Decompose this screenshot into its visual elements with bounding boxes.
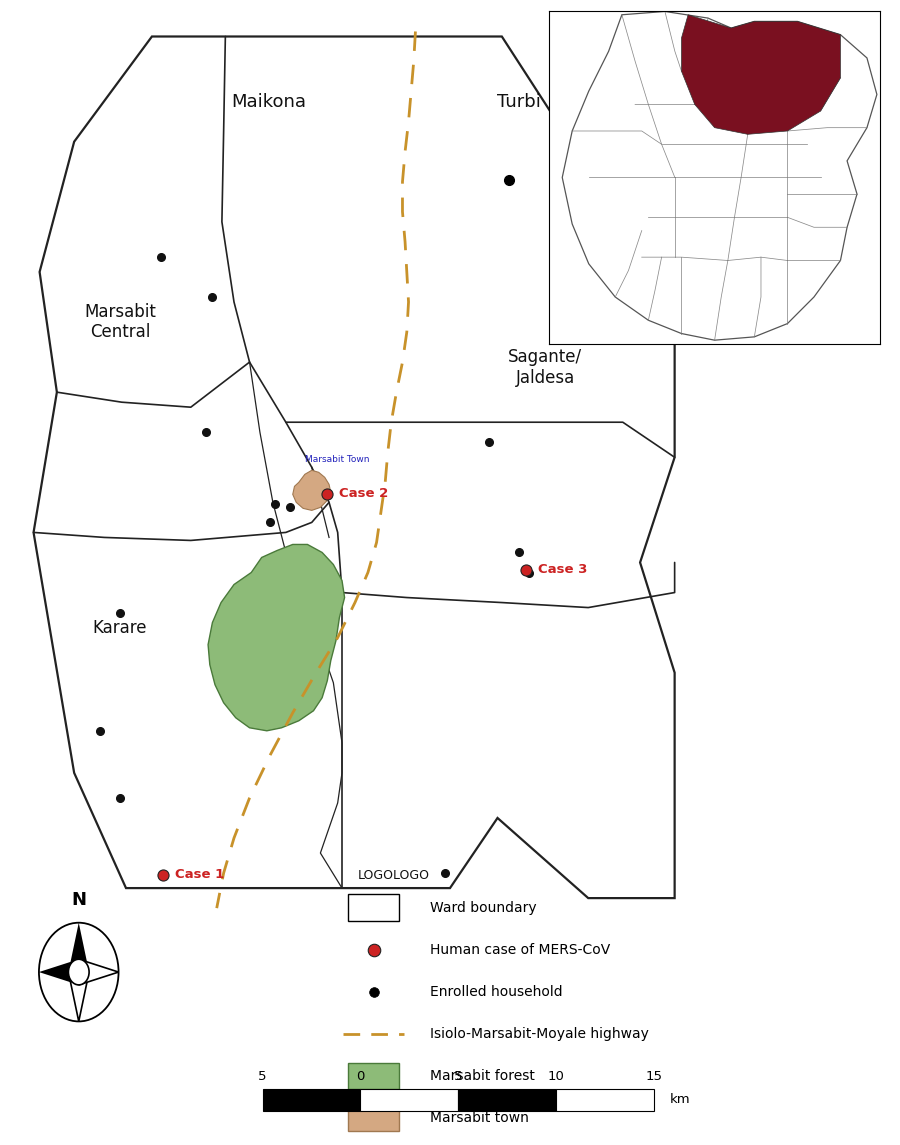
Text: Karare: Karare (93, 618, 148, 637)
Text: km: km (670, 1093, 690, 1106)
Text: 15: 15 (645, 1071, 662, 1083)
Text: Enrolled household: Enrolled household (430, 985, 562, 998)
Text: 5: 5 (258, 1071, 266, 1083)
Circle shape (68, 960, 89, 985)
Text: Isiolo-Marsabit-Moyale highway: Isiolo-Marsabit-Moyale highway (430, 1027, 649, 1041)
Text: Turbi: Turbi (497, 93, 541, 111)
Text: 10: 10 (547, 1071, 564, 1083)
Text: LOGOLOGO: LOGOLOGO (358, 869, 430, 882)
Polygon shape (681, 15, 841, 134)
Text: Maikona: Maikona (231, 93, 306, 111)
Text: Marsabit forest: Marsabit forest (430, 1069, 535, 1083)
Polygon shape (68, 923, 89, 972)
Bar (263, 1089, 360, 1111)
Polygon shape (79, 960, 119, 985)
Bar (360, 1089, 458, 1111)
Polygon shape (208, 545, 345, 731)
Text: Ward boundary: Ward boundary (430, 900, 536, 915)
Polygon shape (39, 960, 79, 985)
Bar (458, 1089, 556, 1111)
Bar (556, 1089, 654, 1111)
Text: Case 3: Case 3 (538, 563, 588, 576)
Polygon shape (292, 471, 331, 511)
Text: Human case of MERS-CoV: Human case of MERS-CoV (430, 942, 610, 957)
Polygon shape (562, 11, 877, 340)
Text: Marsabit town: Marsabit town (430, 1111, 528, 1126)
Text: Sagante/
Jaldesa: Sagante/ Jaldesa (508, 348, 582, 387)
Text: Marsabit
Central: Marsabit Central (84, 302, 156, 341)
Polygon shape (68, 972, 89, 1021)
FancyBboxPatch shape (348, 1063, 399, 1089)
Text: Case 1: Case 1 (176, 868, 224, 881)
Text: 0: 0 (356, 1071, 365, 1083)
FancyBboxPatch shape (348, 1105, 399, 1131)
FancyBboxPatch shape (348, 894, 399, 921)
Polygon shape (33, 37, 675, 898)
Text: N: N (71, 891, 86, 909)
Text: Case 2: Case 2 (339, 487, 389, 500)
Text: Marsabit Town: Marsabit Town (305, 456, 369, 464)
Text: 5: 5 (454, 1071, 463, 1083)
